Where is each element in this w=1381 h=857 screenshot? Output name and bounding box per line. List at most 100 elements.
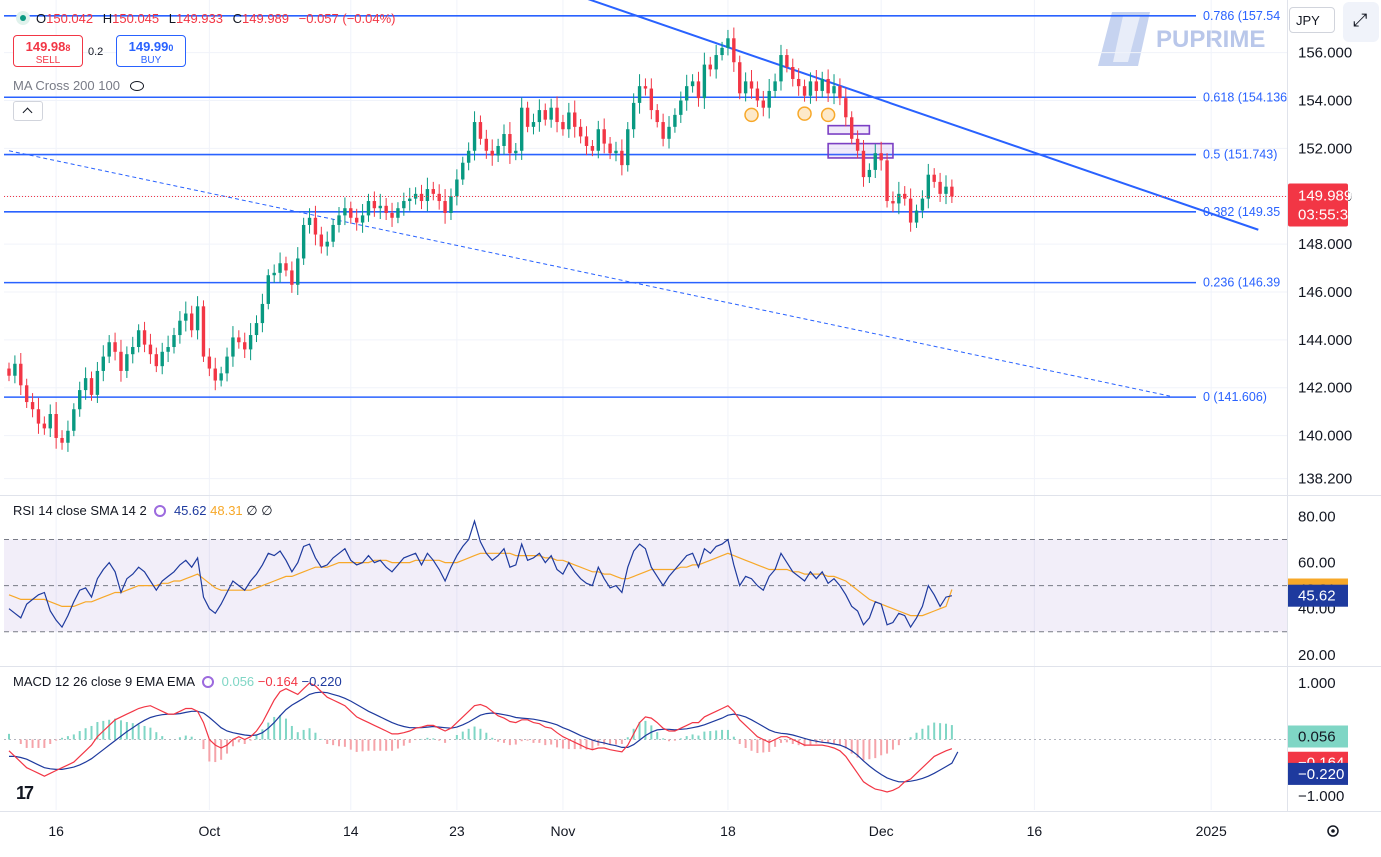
collapse-legend-button[interactable] [13, 101, 43, 121]
hidden-eye-icon[interactable] [129, 81, 144, 91]
rsi-ma-line [8, 552, 953, 617]
candle-body [637, 86, 642, 103]
candle-body [354, 217, 359, 223]
candle-body [743, 81, 748, 94]
symbol-box[interactable]: JPY [1289, 7, 1335, 33]
time-tick-label: 14 [343, 823, 359, 839]
price-pane[interactable]: 0.786 (157.54 0.618 (154.136 0.5 (151.743)… [4, 0, 1287, 452]
fib-level-label: 0.618 (154.136 [1203, 90, 1287, 104]
macd-legend[interactable]: MACD 12 26 close 9 EMA EMA 0.056 −0.164 … [13, 674, 342, 689]
candle-body [614, 150, 618, 154]
rsi-value: 45.62 [173, 503, 207, 518]
candle-body [867, 169, 872, 178]
candle-body [296, 258, 300, 285]
time-tick-label: 23 [449, 823, 465, 839]
ohlc-change: −0.057 (−0.04%) [298, 11, 396, 26]
rsi-tick-label: 80.00 [1298, 508, 1336, 525]
sell-button[interactable]: 149.988 SELL [13, 35, 83, 67]
ohlc-close-key: C [232, 11, 243, 26]
buy-button[interactable]: 149.990 BUY [116, 35, 186, 67]
candle-body [184, 313, 188, 321]
candle-body [142, 330, 147, 345]
candle-body [331, 224, 335, 242]
candle-body [684, 86, 689, 101]
settings-gear-icon[interactable] [1327, 825, 1339, 837]
candle-body [690, 81, 695, 87]
candle-body [796, 78, 801, 87]
candle-body [54, 414, 58, 438]
supply-zone [827, 142, 894, 159]
ma-cross-legend[interactable]: MA Cross 200 100 [13, 78, 144, 93]
candle-body [679, 100, 683, 115]
pane-separators [0, 0, 1381, 812]
fib-level-label: 0.236 (146.39 [1203, 276, 1280, 290]
candle-body [390, 212, 394, 218]
buy-price: 149.99 [128, 39, 169, 54]
time-tick-label: 16 [1027, 823, 1043, 839]
price-axis[interactable]: 138.200 140.000 142.000 144.000 146.000 148.0… [1298, 45, 1352, 805]
candle-body [561, 122, 565, 130]
candle-body [820, 78, 824, 91]
candle-body [95, 370, 100, 395]
candle-body [914, 210, 919, 223]
candle-body [714, 55, 718, 70]
rsi-line [8, 519, 953, 629]
candle-body [537, 110, 542, 123]
candle-body [219, 373, 223, 381]
candle-body [502, 134, 506, 146]
rsi-legend[interactable]: RSI 14 close SMA 14 2 45.62 48.31 ∅ ∅ [13, 503, 273, 519]
ohlc-low-value: 149.933 [176, 11, 223, 26]
macd-pane[interactable] [4, 682, 1287, 793]
candle-body [125, 354, 129, 371]
price-tick-label: 146.000 [1298, 284, 1352, 301]
candle-body [620, 150, 624, 166]
grid [4, 0, 1287, 810]
candle-body [343, 208, 347, 216]
candle-body [844, 98, 848, 118]
candle-body [808, 81, 813, 96]
candle-body [30, 402, 35, 410]
rsi-label: RSI [13, 503, 35, 518]
rsi-source-icon [154, 505, 167, 517]
candle-body [543, 110, 547, 120]
ma-cross-label: MA Cross 200 100 [13, 78, 120, 93]
candle-body [349, 208, 353, 218]
candle-body [437, 193, 441, 202]
candle-body [643, 86, 648, 89]
price-tick-label: 142.000 [1298, 380, 1352, 397]
candle-body [319, 234, 324, 247]
macd-hist-value: 0.056 [221, 674, 255, 689]
candle-body [696, 81, 701, 99]
candle-body [720, 47, 724, 56]
candle-body [496, 145, 500, 156]
candle-body [384, 205, 388, 213]
candle-body [337, 215, 341, 225]
candle-body [773, 81, 777, 91]
candle-body [148, 344, 153, 355]
macd-badge [1288, 762, 1348, 785]
watermark-logo-icon [1098, 12, 1150, 66]
candle-body [891, 201, 895, 204]
candle-body [83, 378, 88, 391]
rsi-tick-label: 20.00 [1298, 647, 1336, 664]
ohlc-high-key: H [102, 11, 113, 26]
candle-body [873, 153, 877, 170]
candle-body [749, 81, 754, 89]
rsi-params: 14 close SMA 14 2 [38, 503, 147, 518]
candle-countdown: 03:55:30 [1298, 207, 1356, 224]
macd-source-icon [202, 676, 214, 688]
macd-tick-label: −1.000 [1298, 788, 1344, 805]
fullscreen-button[interactable] [1343, 2, 1379, 42]
candle-body [767, 90, 771, 108]
candle-body [920, 198, 925, 211]
candle-body [755, 88, 760, 101]
candle-body [48, 414, 52, 429]
time-axis[interactable]: 16 Oct 14 23 Nov 18 Dec 16 2025 [48, 823, 1227, 839]
candle-body [449, 196, 453, 213]
time-tick-label: Oct [198, 823, 220, 839]
candle-body [573, 112, 577, 127]
spread-value: 0.2 [88, 46, 104, 58]
rsi-pane[interactable] [4, 519, 1287, 633]
